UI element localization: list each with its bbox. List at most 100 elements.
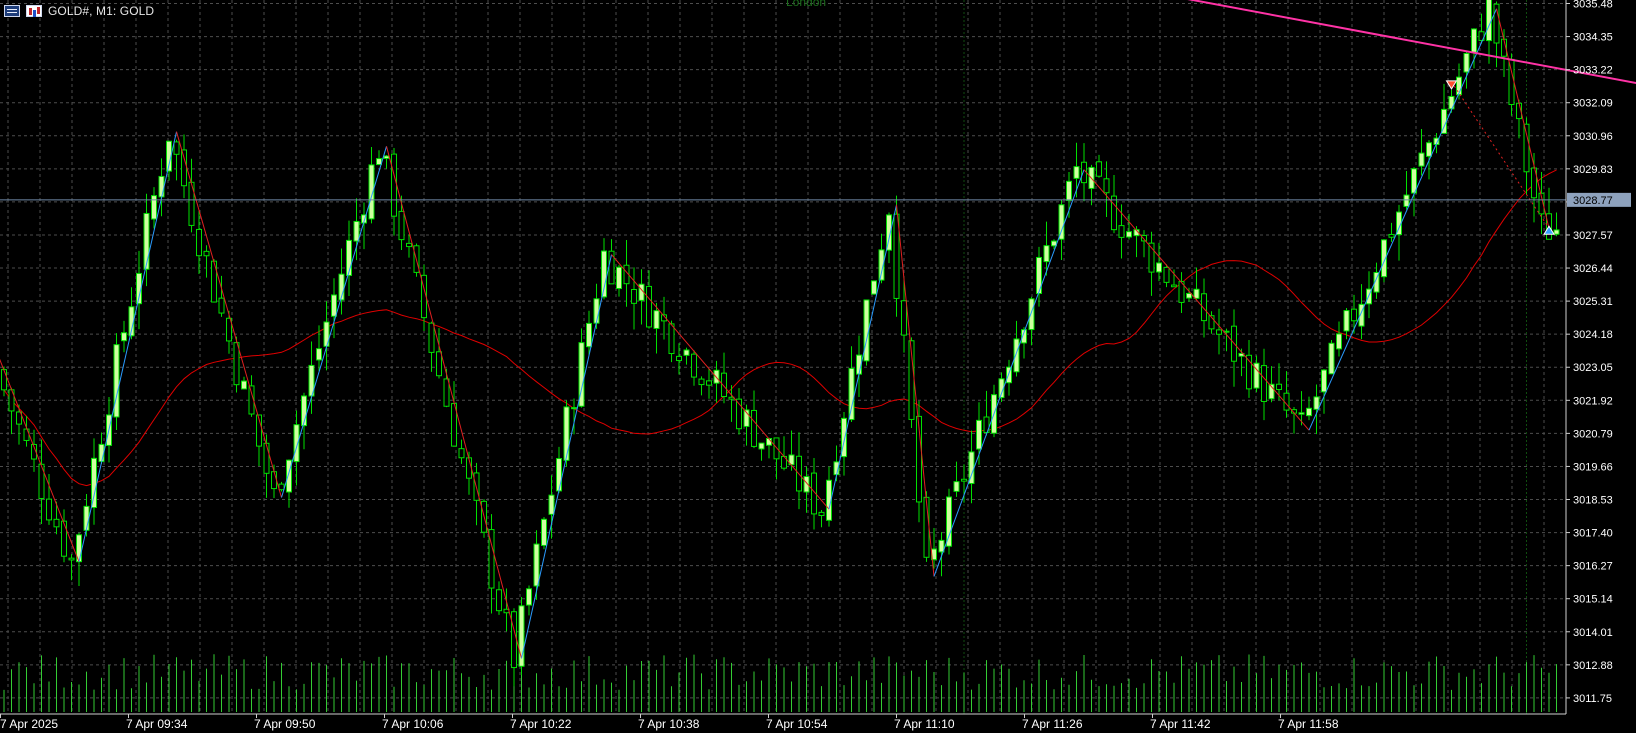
candle-bearish <box>263 442 270 474</box>
candle-bearish <box>218 297 225 314</box>
zigzag-up-segment <box>828 204 897 510</box>
candle-bullish <box>616 266 622 290</box>
candle-bullish <box>1403 194 1410 207</box>
chart-header: GOLD#, M1: GOLD <box>4 2 154 20</box>
candle-bullish <box>1156 262 1162 273</box>
candle-bearish <box>1493 3 1500 44</box>
price-tick-label: 3029.83 <box>1573 164 1613 176</box>
one-click-trading-icon[interactable] <box>26 5 42 17</box>
candle-bullish <box>136 272 142 305</box>
chart-title: GOLD#, M1: GOLD <box>48 4 155 18</box>
price-tick-label: 3018.53 <box>1573 495 1613 507</box>
candle-bearish <box>23 428 30 441</box>
candle-bullish <box>151 195 157 220</box>
candle-bearish <box>16 411 22 425</box>
candle-bearish <box>706 380 712 386</box>
trendline-segment <box>1187 0 1636 85</box>
candle-bullish <box>713 369 720 384</box>
candle-bullish <box>1306 407 1312 417</box>
sell-arrow-icon <box>1445 80 1458 90</box>
candle-bearish <box>196 228 202 257</box>
candle-bearish <box>1216 329 1222 335</box>
candle-bullish <box>1036 256 1042 294</box>
candle-bearish <box>1118 225 1125 238</box>
candle-bearish <box>173 141 180 155</box>
candle-bearish <box>1096 161 1102 177</box>
candle-bearish <box>68 557 75 561</box>
zigzag-up-segment <box>1308 8 1497 431</box>
candle-bullish <box>1043 245 1050 263</box>
zigzag-indicator <box>0 8 1550 659</box>
candle-bullish <box>1553 229 1560 235</box>
time-tick-label: 7 Apr 10:06 <box>382 717 444 731</box>
candle-bullish <box>121 332 127 342</box>
current-price-label: 3028.77 <box>1573 195 1613 207</box>
price-tick-label: 3027.57 <box>1573 230 1613 242</box>
time-tick-label: 7 Apr 10:38 <box>638 717 700 731</box>
candle-bullish <box>1028 298 1035 331</box>
candle-bearish <box>1261 365 1267 402</box>
price-tick-label: 3020.79 <box>1573 428 1613 440</box>
candle-bearish <box>61 520 67 557</box>
price-tick-label: 3012.88 <box>1573 660 1613 672</box>
candle-bearish <box>646 285 652 328</box>
candlestick-series <box>1 0 1560 687</box>
session-separator <box>963 0 1527 714</box>
zigzag-up-segment <box>933 169 1085 577</box>
candle-bullish <box>743 409 750 427</box>
candle-bearish <box>721 372 727 397</box>
zigzag-up-segment <box>281 146 387 498</box>
candle-bullish <box>938 539 945 553</box>
zigzag-up-segment <box>521 254 612 659</box>
candle-bearish <box>226 317 232 342</box>
price-tick-label: 3014.01 <box>1573 627 1613 639</box>
candle-bullish <box>353 220 360 242</box>
candle-bearish <box>511 611 517 669</box>
zigzag-down-segment <box>611 254 830 510</box>
candle-bearish <box>1148 242 1155 273</box>
time-tick-label: 7 Apr 10:22 <box>510 717 572 731</box>
time-tick-label: 7 Apr 09:34 <box>126 717 188 731</box>
price-tick-label: 3016.27 <box>1573 561 1613 573</box>
chart-window-icon[interactable] <box>4 5 20 17</box>
candle-bullish <box>826 479 832 521</box>
candle-bullish <box>533 543 540 587</box>
candle-bearish <box>1538 192 1545 215</box>
candle-bullish <box>1486 0 1492 42</box>
candle-bullish <box>383 155 390 159</box>
candle-bearish <box>751 409 757 447</box>
candle-bearish <box>916 415 922 503</box>
candle-bearish <box>428 322 435 353</box>
candle-bearish <box>436 351 442 377</box>
moving-average-line <box>3 169 1557 487</box>
candle-bullish <box>1381 239 1387 278</box>
candle-bullish <box>91 457 97 509</box>
candle-bullish <box>878 249 885 281</box>
candle-bullish <box>1471 28 1477 53</box>
candle-bearish <box>698 378 705 386</box>
candle-bullish <box>518 605 525 667</box>
price-tick-label: 3021.92 <box>1573 395 1613 407</box>
candle-bullish <box>653 310 660 329</box>
time-tick-label: 7 Apr 2025 <box>0 717 58 731</box>
candle-bullish <box>998 378 1005 399</box>
time-tick-label: 7 Apr 10:54 <box>766 717 828 731</box>
candle-bearish <box>1351 308 1357 322</box>
candle-bullish <box>1253 362 1260 389</box>
candle-bullish <box>683 349 690 356</box>
candle-bearish <box>458 448 465 459</box>
current-price-tag <box>1567 192 1631 207</box>
candle-bearish <box>256 414 262 447</box>
candle-bullish <box>1126 231 1132 238</box>
session-label: London <box>786 0 827 9</box>
candle-bearish <box>983 416 990 433</box>
zigzag-down-segment <box>386 146 522 659</box>
candle-bearish <box>38 463 45 499</box>
candle-bullish <box>1013 338 1020 373</box>
candle-bullish <box>1186 292 1192 299</box>
candle-bullish <box>1066 180 1072 201</box>
candle-bullish <box>586 322 592 348</box>
